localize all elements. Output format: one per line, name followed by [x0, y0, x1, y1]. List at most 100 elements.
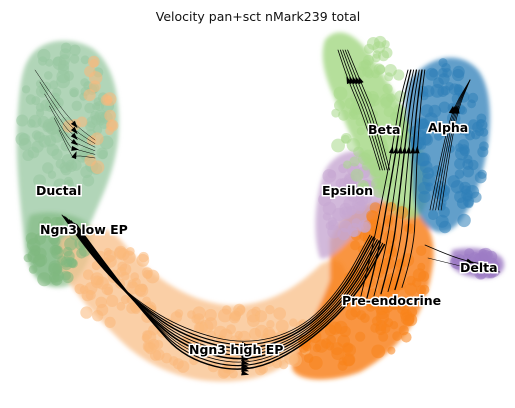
cell-point [60, 42, 72, 54]
cell-point [372, 267, 385, 279]
cell-point [348, 108, 357, 117]
velocity-arrowhead [71, 145, 80, 151]
cell-point [69, 54, 80, 64]
cell-point [356, 310, 367, 321]
cell-point [51, 148, 63, 160]
cell-point [29, 244, 41, 256]
cell-point [467, 99, 476, 109]
cell-point [375, 64, 386, 75]
cell-point [207, 361, 219, 373]
cell-point [33, 174, 46, 188]
cell-point [95, 276, 109, 290]
cell-point [221, 305, 232, 315]
cell-point [415, 117, 428, 130]
velocity-arrowhead [241, 352, 250, 358]
velocity-arrowhead [388, 145, 394, 154]
cell-point [217, 366, 230, 379]
velocity-streamline [380, 69, 418, 295]
cell-point [103, 249, 117, 263]
velocity-streamlines [34, 49, 501, 370]
velocity-arrowhead [410, 145, 416, 154]
cell-point [145, 269, 160, 284]
cell-point [45, 58, 54, 67]
cell-point [479, 141, 489, 151]
cell-point [61, 270, 71, 281]
cell-point [454, 169, 465, 179]
cell-point [487, 260, 500, 274]
cell-point [457, 213, 471, 228]
cell-point [142, 330, 153, 340]
cell-point [82, 174, 95, 187]
velocity-streamline [359, 69, 409, 301]
cell-point [438, 58, 448, 68]
cell-point [51, 244, 62, 255]
velocity-arrowhead [241, 363, 250, 369]
velocity-arrowhead [474, 266, 483, 272]
cell-point [120, 271, 130, 281]
cell-point [418, 190, 431, 203]
cluster-label-alpha: Alpha [428, 120, 468, 135]
cell-point [58, 60, 70, 72]
cell-point [366, 91, 379, 103]
velocity-streamline [49, 105, 96, 152]
cell-point [454, 158, 466, 170]
cell-point [395, 206, 409, 219]
cell-point [387, 278, 402, 293]
cell-point [266, 320, 275, 329]
velocity-arrowhead [401, 145, 407, 154]
cell-point [98, 149, 108, 160]
cell-point [187, 310, 196, 319]
velocity-streamline [424, 244, 496, 267]
cell-point [102, 92, 117, 106]
velocity-arrowhead [241, 359, 250, 365]
cell-point [382, 83, 393, 94]
cell-point [312, 344, 322, 353]
cell-point [22, 85, 31, 94]
velocity-arrowhead [241, 356, 250, 361]
velocity-arrowhead [70, 126, 78, 135]
cell-point [44, 71, 53, 80]
velocity-streamline [438, 79, 471, 211]
cell-point [393, 69, 405, 81]
cell-point [25, 94, 36, 105]
cell-point [228, 369, 238, 379]
cell-point [65, 162, 74, 171]
cell-point [49, 80, 59, 90]
cell-point [402, 314, 415, 327]
cell-point [143, 341, 154, 352]
cell-point [69, 44, 81, 56]
velocity-streamline [366, 69, 412, 299]
cell-point [136, 253, 150, 267]
velocity-arrowhead [414, 145, 420, 154]
cell-point [334, 99, 345, 111]
cell-point [350, 168, 364, 182]
cell-point [302, 342, 312, 352]
cell-point [234, 330, 243, 340]
velocity-arrowhead [241, 345, 250, 351]
cell-point [381, 47, 393, 59]
cell-point [359, 221, 371, 233]
cell-point [84, 65, 96, 78]
cell-point [229, 310, 241, 322]
cell-point [278, 359, 289, 370]
cell-point [92, 125, 103, 135]
cell-point [380, 299, 389, 308]
cell-point [428, 209, 439, 221]
cell-point [170, 311, 183, 323]
cell-point [105, 126, 114, 136]
cell-point [288, 353, 302, 367]
cell-point [308, 330, 322, 344]
velocity-arrowheads [70, 76, 483, 376]
velocity-streamline [337, 49, 381, 171]
cell-point [476, 113, 487, 124]
cell-point [131, 277, 141, 287]
velocity-arrowhead [393, 145, 399, 154]
cell-point [55, 158, 66, 169]
cell-points [15, 35, 500, 379]
cluster-label-delta: Delta [460, 260, 498, 275]
cell-point [116, 301, 126, 311]
cell-point [349, 227, 359, 237]
cell-point [104, 109, 116, 122]
cell-point [50, 235, 61, 247]
